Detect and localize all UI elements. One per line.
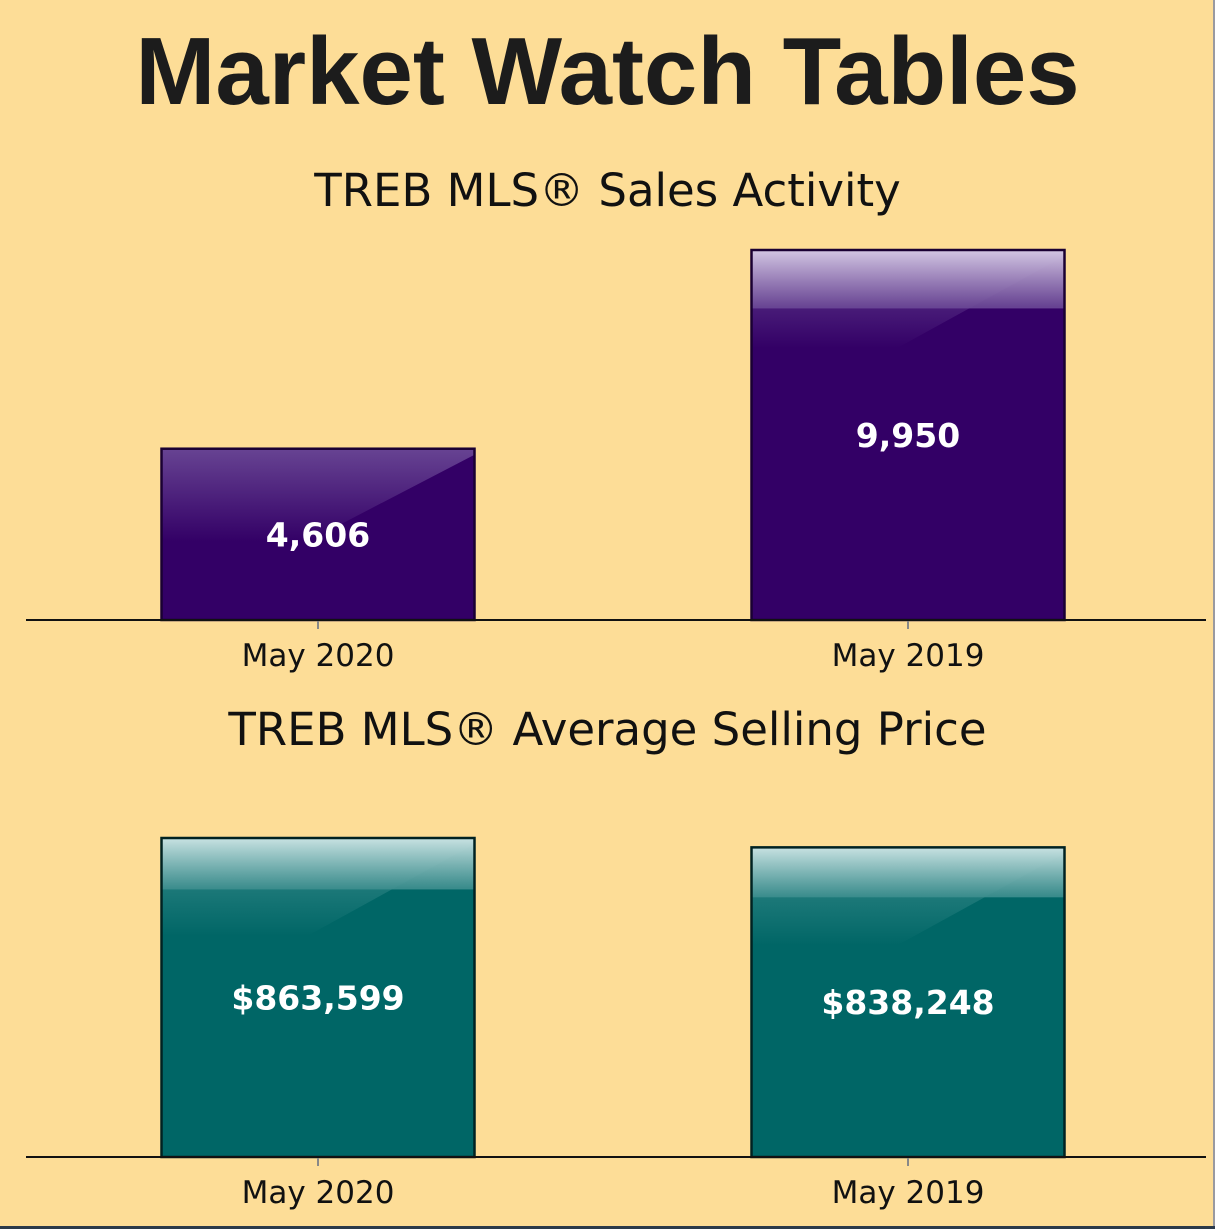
sales-activity-chart: 4,606 May 2020 9,950 May 2019: [26, 248, 1206, 674]
sales-chart-title: TREB MLS® Sales Activity: [314, 164, 901, 217]
page-title: Market Watch Tables: [135, 18, 1080, 125]
bar-may-2019: [750, 248, 1066, 622]
x-tick-label: May 2020: [242, 638, 395, 674]
frame-border-bottom: [0, 1226, 1215, 1229]
bar-may-2019: [750, 846, 1066, 1159]
frame-border-right: [1213, 0, 1215, 1229]
price-chart-title: TREB MLS® Average Selling Price: [228, 703, 987, 756]
bar-value-label: 9,950: [856, 416, 960, 455]
bar-may-2020: [160, 836, 476, 1159]
x-tick-label: May 2020: [242, 1175, 395, 1211]
x-tick-label: May 2019: [832, 1175, 985, 1211]
bar-cap: [751, 250, 1065, 308]
bar-cap: [751, 847, 1065, 897]
bar-gloss: [161, 448, 475, 618]
bar-may-2020: [160, 447, 476, 622]
bar-value-label: 4,606: [266, 515, 370, 554]
bar-value-label: $838,248: [821, 983, 994, 1022]
x-tick-label: May 2019: [832, 638, 985, 674]
bar-value-label: $863,599: [231, 979, 404, 1018]
average-price-chart: $863,599 May 2020 $838,248 May 2019: [26, 836, 1206, 1211]
bar-cap: [161, 838, 475, 890]
